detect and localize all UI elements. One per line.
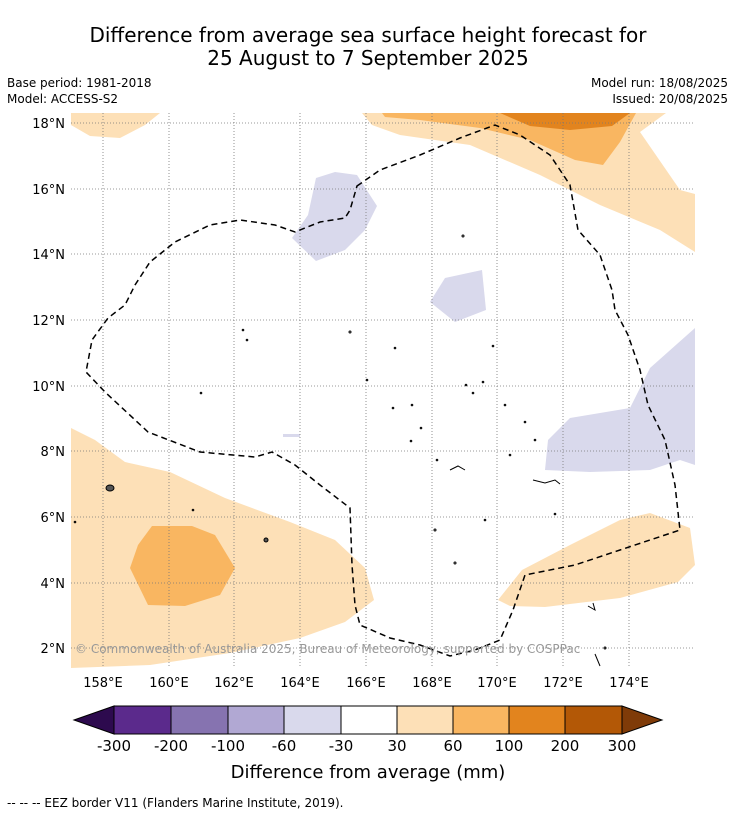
title-line-1: Difference from average sea surface heig… (89, 23, 647, 47)
lat-label-10n: 10°N (32, 380, 65, 395)
colorbar-label: Difference from average (mm) (231, 762, 506, 783)
meta-right: Model run: 18/08/2025 Issued: 20/08/2025 (591, 75, 728, 107)
colorbar-segment-8 (508, 705, 566, 735)
lon-label-160e: 160°E (149, 676, 189, 691)
lat-label-14n: 14°N (32, 248, 65, 263)
lat-label-6n: 6°N (41, 511, 66, 526)
colorbar-tick-8: 100 (495, 737, 524, 755)
lat-labels: 18°N 16°N 14°N 12°N 10°N 8°N 6°N 4°N 2°N (32, 117, 65, 657)
colorbar-tick-3: -100 (211, 737, 245, 755)
lon-label-162e: 162°E (214, 676, 254, 691)
meta-left: Base period: 1981-2018 Model: ACCESS-S2 (7, 75, 152, 107)
colorbar-tick-6: 30 (387, 737, 406, 755)
lon-labels: 158°E 160°E 162°E 164°E 166°E 168°E 170°… (83, 676, 649, 691)
colorbar-tick-2: -200 (154, 737, 188, 755)
colorbar-overflow-arrow (621, 705, 664, 735)
colorbar-ticks: -300 -200 -100 -60 -30 30 60 100 200 300 (97, 737, 636, 755)
lat-label-4n: 4°N (41, 577, 66, 592)
colorbar-tick-7: 60 (443, 737, 462, 755)
title-line-2: 25 August to 7 September 2025 (207, 46, 529, 70)
footer-note: -- -- -- EEZ border V11 (Flanders Marine… (7, 796, 344, 810)
model-name: Model: ACCESS-S2 (7, 92, 119, 106)
lon-label-174e: 174°E (609, 676, 649, 691)
negative-region-west (292, 172, 377, 261)
colorbar (72, 705, 664, 735)
negative-blip (283, 434, 300, 437)
anomaly-peak-north (500, 113, 630, 130)
colorbar-segment-3 (227, 705, 285, 735)
colorbar-tick-1: -300 (97, 737, 131, 755)
anomaly-core-southwest (130, 526, 235, 606)
eez-border (85, 124, 681, 657)
lon-label-168e: 168°E (412, 676, 452, 691)
colorbar-tick-5: -30 (329, 737, 354, 755)
colorbar-underflow-arrow (72, 705, 115, 735)
colorbar-tick-10: 300 (608, 737, 637, 755)
island-outlines (73, 234, 607, 667)
model-run: Model run: 18/08/2025 (590, 76, 728, 90)
lat-label-18n: 18°N (32, 117, 65, 132)
negative-region-east (545, 328, 695, 472)
anomaly-region-southeast (498, 513, 695, 607)
colorbar-segment-5 (340, 705, 398, 735)
lat-label-8n: 8°N (41, 445, 66, 460)
lat-label-16n: 16°N (32, 183, 65, 198)
colorbar-segment-1 (113, 705, 172, 735)
lat-label-12n: 12°N (32, 314, 65, 329)
colorbar-tick-4: -60 (272, 737, 297, 755)
colorbar-segment-2 (170, 705, 229, 735)
anomaly-region-northwest (71, 113, 160, 138)
colorbar-segment-9 (564, 705, 623, 735)
negative-region-central (430, 270, 486, 322)
issued-date: Issued: 20/08/2025 (612, 92, 728, 106)
base-period: Base period: 1981-2018 (7, 76, 152, 90)
lon-label-170e: 170°E (477, 676, 517, 691)
colorbar-segment-6 (396, 705, 454, 735)
lon-label-164e: 164°E (280, 676, 320, 691)
lon-label-166e: 166°E (346, 676, 386, 691)
colorbar-segment-7 (452, 705, 510, 735)
map-area: © Commonwealth of Australia 2025, Bureau… (71, 113, 695, 668)
colorbar-tick-9: 200 (551, 737, 580, 755)
lon-label-172e: 172°E (543, 676, 583, 691)
lon-label-158e: 158°E (83, 676, 123, 691)
map-copyright: © Commonwealth of Australia 2025, Bureau… (75, 642, 580, 656)
gridlines (71, 113, 695, 668)
colorbar-segment-4 (283, 705, 342, 735)
lat-label-2n: 2°N (41, 642, 66, 657)
